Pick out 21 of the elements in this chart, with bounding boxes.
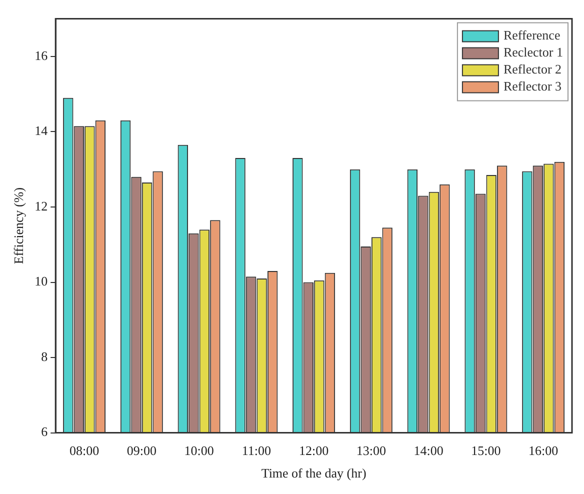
x-tick-label: 09:00 (126, 443, 156, 458)
y-tick-label: 12 (34, 198, 48, 214)
y-tick-label: 16 (34, 48, 48, 63)
x-tick-label: 12:00 (298, 443, 329, 458)
y-tick-label: 8 (41, 348, 48, 364)
x-tick-label: 08:00 (69, 443, 100, 458)
x-axis-title: Time of the day (hr) (261, 466, 366, 481)
legend-label: Refference (503, 28, 560, 43)
x-tick-label: 15:00 (471, 443, 501, 458)
legend-label: Reclector 1 (503, 44, 564, 60)
y-tick-label: 10 (34, 274, 48, 289)
legend-label: Reflector 2 (503, 62, 562, 77)
y-axis-title: Efficiency (%) (11, 187, 26, 264)
x-tick-label: 10:00 (184, 443, 214, 458)
x-tick-label: 14:00 (414, 443, 444, 458)
x-tick-label: 13:00 (356, 443, 386, 458)
x-tick-label: 11:00 (242, 443, 271, 458)
y-tick-label: 6 (41, 424, 48, 440)
y-tick-label: 14 (34, 123, 48, 138)
x-tick-label: 16:00 (528, 443, 558, 458)
legend-label: Reflector 3 (503, 78, 562, 94)
